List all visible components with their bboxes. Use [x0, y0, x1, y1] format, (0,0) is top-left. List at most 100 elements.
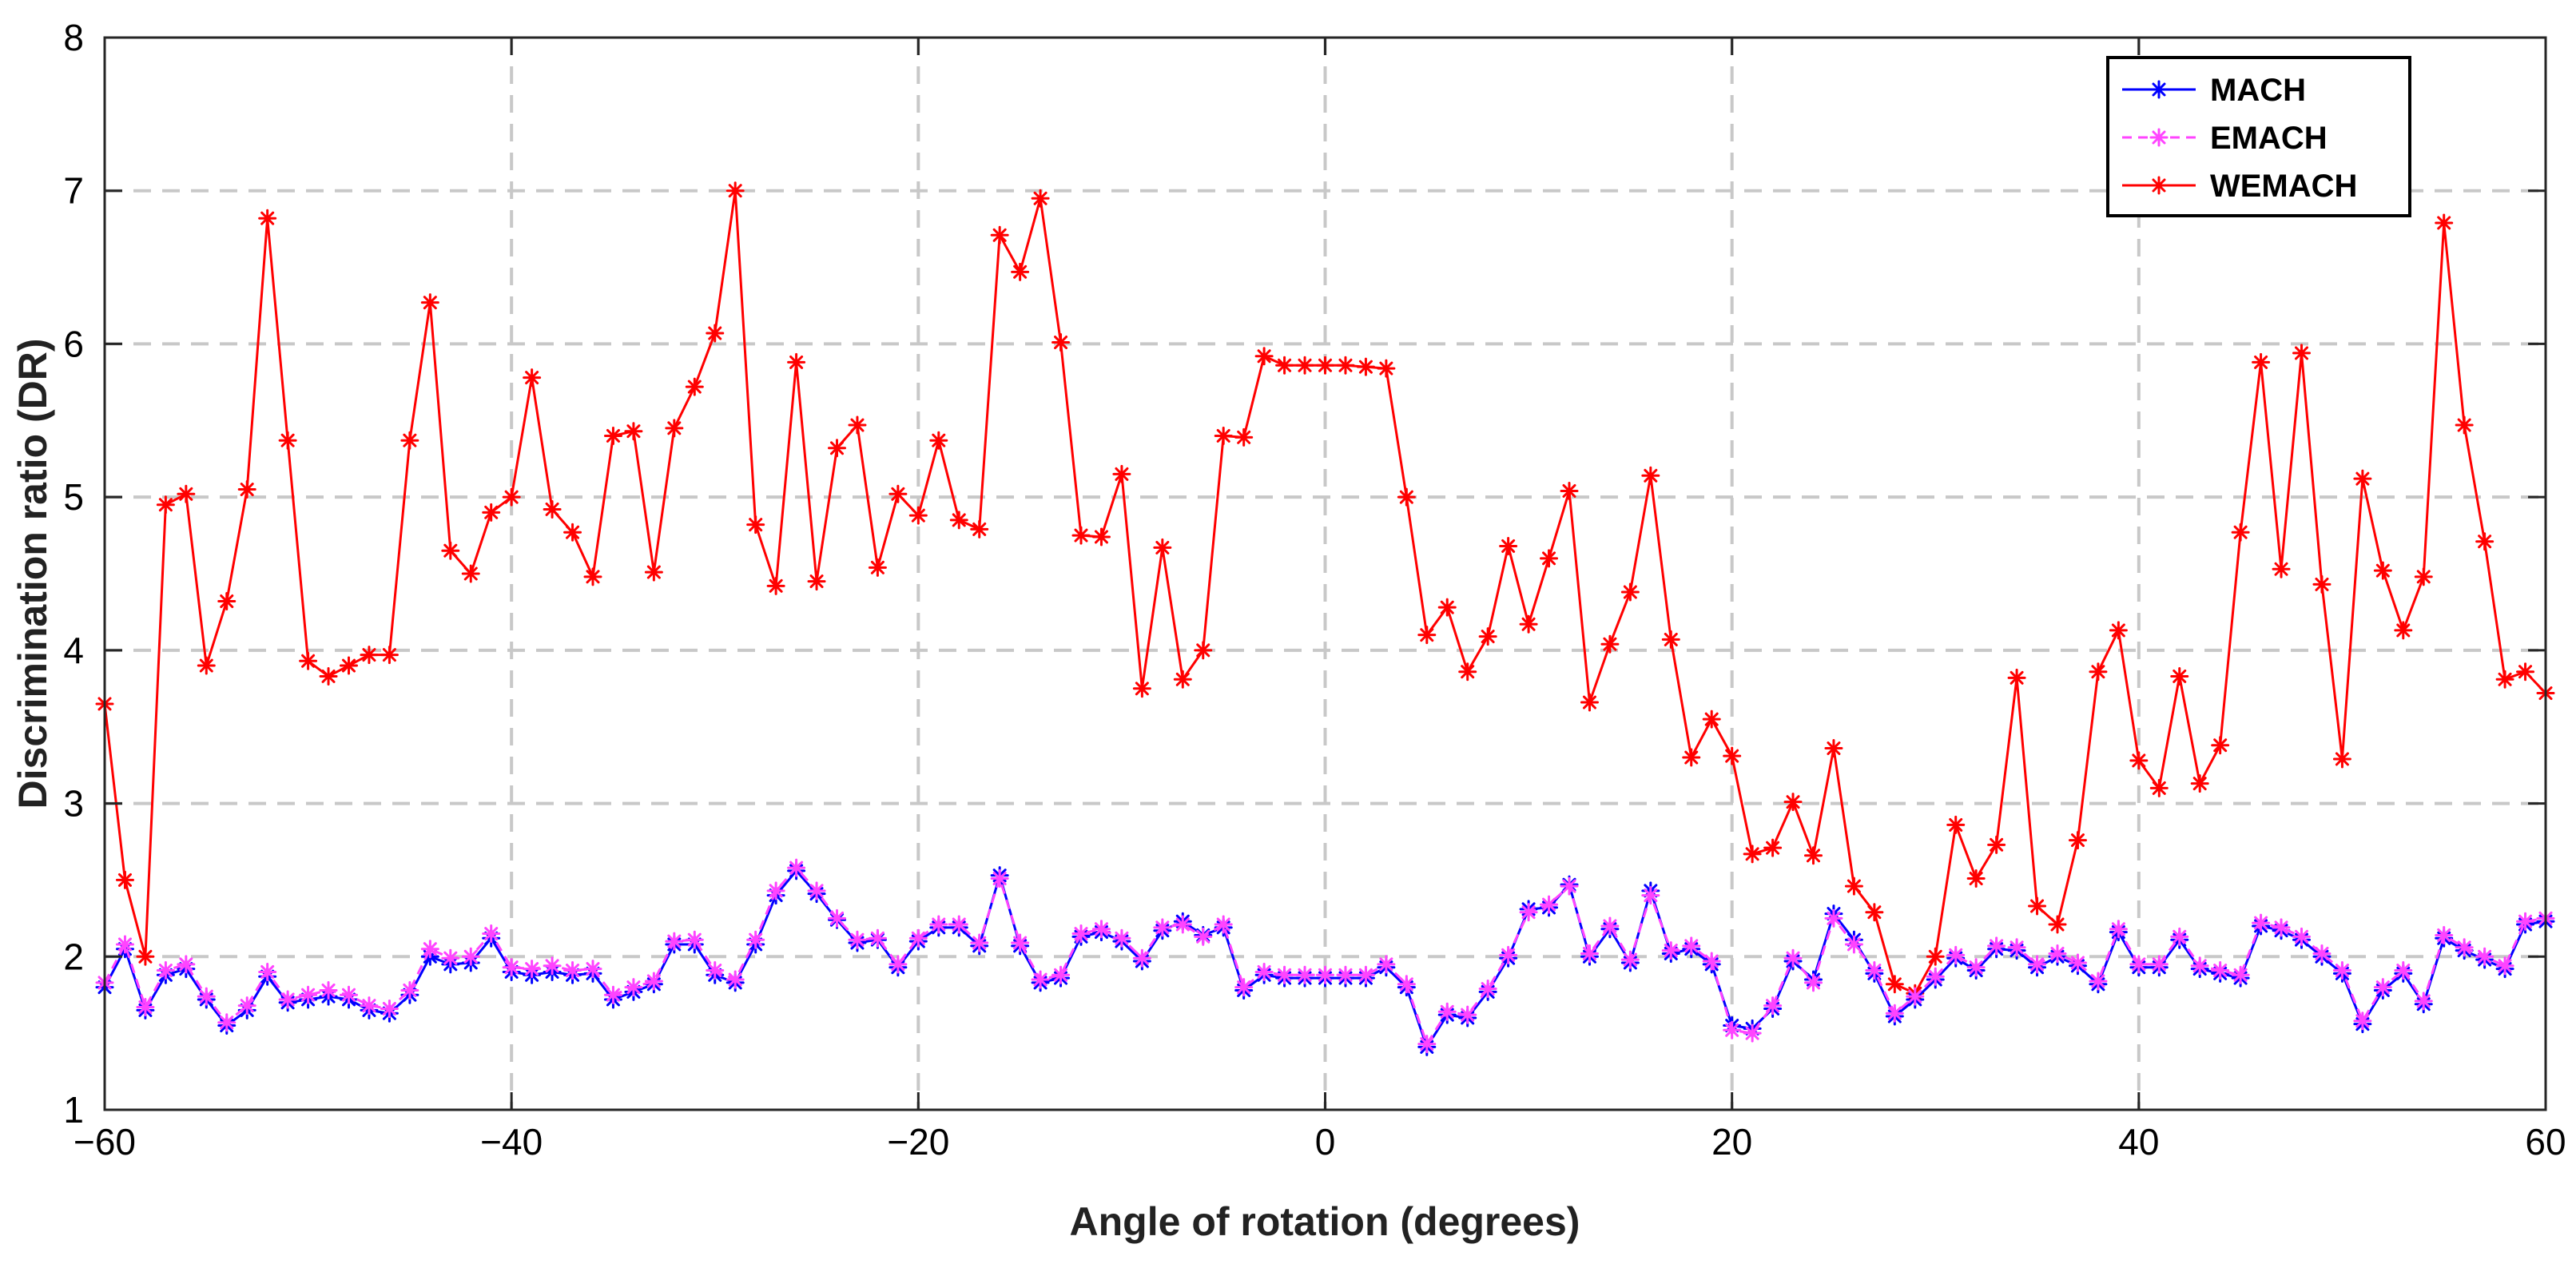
data-point-emach	[420, 940, 439, 959]
data-point-emach	[1112, 928, 1131, 948]
data-point-wemach	[319, 666, 338, 686]
data-point-emach	[665, 932, 684, 951]
data-point-emach	[1071, 924, 1091, 944]
series-wemach	[95, 181, 2555, 1003]
x-tick-label: 0	[1315, 1121, 1336, 1163]
data-point-wemach	[1620, 582, 1640, 602]
data-point-wemach	[970, 519, 989, 539]
data-point-emach	[2170, 927, 2189, 946]
data-point-wemach	[1377, 359, 1396, 378]
data-point-wemach	[1254, 347, 1274, 366]
data-point-wemach	[1458, 662, 1477, 682]
legend: MACH EMACH WEMACH	[2106, 56, 2411, 217]
y-tick-label: 3	[63, 783, 84, 825]
legend-marker-emach	[2149, 128, 2169, 147]
data-point-emach	[2353, 1012, 2372, 1031]
data-point-emach	[1458, 1005, 1477, 1024]
y-tick-label: 1	[63, 1089, 84, 1131]
data-point-wemach	[706, 324, 725, 343]
data-point-emach	[828, 908, 846, 928]
data-point-emach	[1844, 935, 1863, 954]
data-point-wemach	[2149, 778, 2169, 797]
data-point-emach	[2394, 961, 2413, 980]
data-point-wemach	[1336, 356, 1355, 375]
data-point-emach	[1031, 970, 1050, 989]
data-point-wemach	[1437, 598, 1457, 617]
data-point-wemach	[543, 499, 562, 519]
data-point-wemach	[1560, 481, 1579, 500]
data-point-wemach	[1885, 975, 1904, 994]
data-point-emach	[2109, 920, 2128, 939]
data-point-wemach	[949, 511, 968, 530]
data-point-emach	[1743, 1024, 1762, 1043]
y-tick-label: 7	[63, 170, 84, 212]
data-point-wemach	[1641, 466, 1660, 485]
y-tick-label: 5	[63, 476, 84, 518]
data-point-emach	[949, 915, 968, 934]
data-point-emach	[970, 933, 989, 952]
data-point-emach	[2089, 972, 2108, 991]
data-point-wemach	[2231, 523, 2250, 542]
data-point-emach	[1011, 933, 1030, 952]
data-point-emach	[1214, 915, 1233, 934]
data-point-emach	[2231, 965, 2250, 984]
axis-ticks: −60 −40 −20 0 20 40 60 1 2 3 4 5 6 7 8	[63, 17, 2566, 1163]
data-point-wemach	[380, 646, 399, 665]
data-point-wemach	[1478, 627, 1497, 646]
data-point-emach	[1153, 918, 1172, 937]
data-point-wemach	[563, 523, 582, 542]
data-point-wemach	[2170, 666, 2189, 686]
data-point-emach	[502, 958, 521, 977]
data-point-emach	[1926, 967, 1945, 986]
data-point-wemach	[2455, 415, 2474, 435]
data-point-emach	[2475, 947, 2495, 966]
data-point-emach	[2149, 955, 2169, 974]
data-point-wemach	[2373, 561, 2392, 580]
data-point-emach	[1906, 987, 1925, 1006]
data-point-wemach	[360, 646, 379, 665]
data-point-emach	[156, 961, 175, 980]
data-point-emach	[1987, 936, 2006, 956]
data-point-wemach	[1743, 845, 1762, 864]
data-point-emach	[685, 930, 704, 949]
data-point-wemach	[1600, 634, 1620, 654]
data-point-wemach	[115, 870, 134, 889]
data-point-emach	[746, 930, 765, 949]
data-point-wemach	[807, 572, 826, 591]
data-point-wemach	[482, 503, 501, 522]
data-point-wemach	[1316, 356, 1334, 375]
data-point-wemach	[1661, 630, 1680, 649]
data-point-emach	[1295, 965, 1314, 984]
data-point-emach	[929, 915, 948, 934]
data-point-emach	[2068, 953, 2087, 972]
data-point-emach	[1173, 915, 1192, 934]
data-point-emach	[258, 962, 277, 981]
data-point-emach	[1824, 908, 1843, 928]
data-point-emach	[1132, 948, 1151, 968]
data-point-emach	[1234, 978, 1254, 997]
data-point-emach	[1417, 1035, 1437, 1054]
data-point-emach	[787, 858, 806, 877]
data-point-wemach	[1132, 679, 1151, 698]
data-point-wemach	[177, 484, 196, 503]
data-point-wemach	[1702, 710, 1721, 729]
data-point-emach	[807, 881, 826, 900]
data-point-emach	[2129, 955, 2149, 974]
data-point-wemach	[908, 506, 928, 525]
data-point-emach	[2373, 978, 2392, 997]
legend-marker-mach	[2149, 80, 2169, 99]
data-point-emach	[177, 955, 196, 974]
data-point-wemach	[990, 225, 1009, 244]
data-point-emach	[1356, 965, 1375, 984]
data-point-emach	[603, 985, 622, 1004]
data-point-wemach	[1682, 748, 1701, 767]
legend-label-mach: MACH	[2210, 73, 2306, 108]
x-tick-label: −20	[887, 1121, 949, 1163]
data-point-emach	[299, 985, 318, 1004]
data-point-wemach	[420, 293, 439, 312]
data-point-wemach	[828, 439, 846, 458]
data-point-wemach	[2028, 896, 2047, 916]
data-point-emach	[340, 985, 358, 1004]
data-point-wemach	[1723, 746, 1742, 765]
data-point-emach	[360, 996, 379, 1016]
